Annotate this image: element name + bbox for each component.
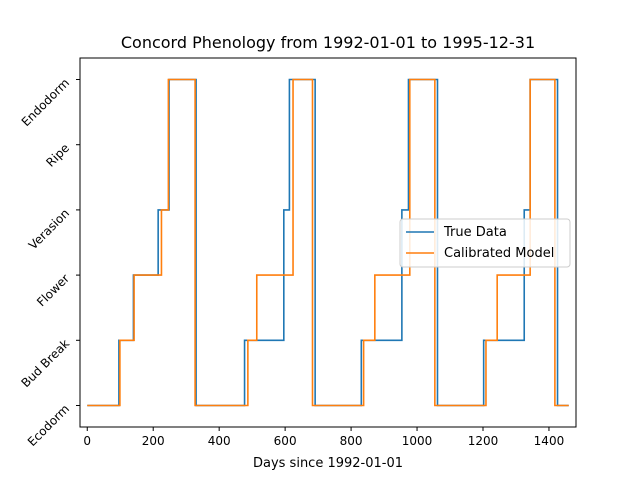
chart-title: Concord Phenology from 1992-01-01 to 199… [121,33,535,52]
legend-label: Calibrated Model [444,246,554,261]
y-tick-label: Endodorm [19,76,72,129]
x-tick-label: 1200 [468,434,499,448]
x-tick-label: 800 [340,434,363,448]
y-tick-label: Ecodorm [25,402,72,449]
y-axis: Ecodorm Bud Break Flower Verasion Ripe Endodo… [18,76,80,449]
plot-area [87,78,569,407]
x-tick-label: 1400 [534,434,565,448]
legend: True Data Calibrated Model [399,218,571,268]
x-tick-label: 200 [142,434,165,448]
y-tick-label: Bud Break [18,336,72,390]
y-tick-label: Flower [34,271,72,309]
x-tick-label: 1000 [402,434,433,448]
x-tick-label: 0 [83,434,91,448]
legend-box [399,218,571,268]
y-tick-label: Verasion [26,206,72,252]
series-line-true-data [87,78,569,407]
legend-label: True Data [443,225,507,240]
x-axis-label: Days since 1992-01-01 [253,456,403,471]
x-axis: 0 200 400 600 800 1000 1200 1400 [83,427,564,448]
x-tick-label: 600 [274,434,297,448]
y-tick-label: Ripe [43,141,72,170]
x-tick-label: 400 [208,434,231,448]
series-line-calibrated-model [87,78,569,407]
plot-frame [79,57,577,428]
